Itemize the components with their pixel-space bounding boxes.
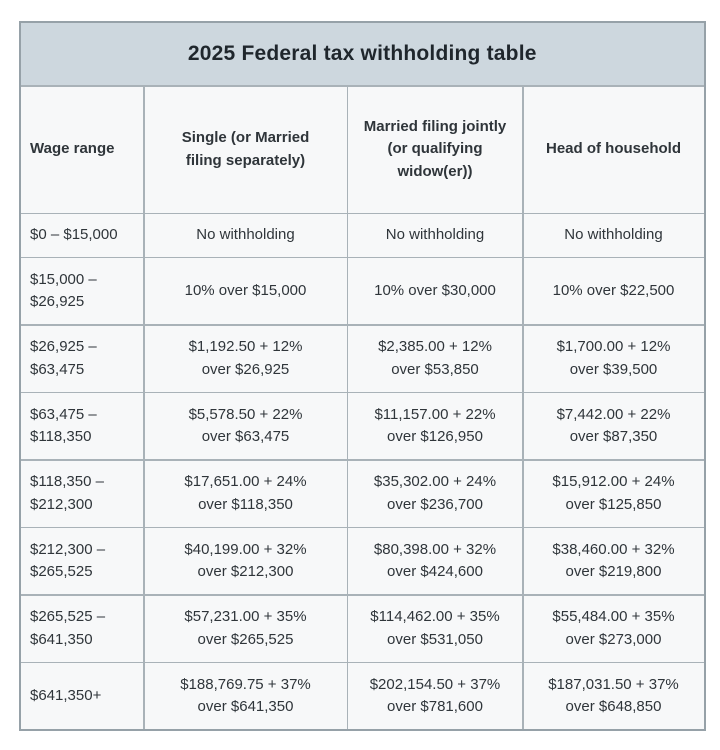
column-header-married-jointly: Married filing jointly (or qualifying wi… [348, 86, 522, 213]
wage-range-cell: $118,350 – $212,300 [21, 460, 143, 527]
married-jointly-cell: $11,157.00 + 22% over $126,950 [348, 393, 522, 459]
single-cell: $17,651.00 + 24% over $118,350 [144, 460, 347, 527]
head-of-household-cell: $38,460.00 + 32% over $219,800 [523, 528, 704, 594]
table-title: 2025 Federal tax withholding table [21, 23, 704, 85]
married-jointly-cell: $114,462.00 + 35% over $531,050 [348, 595, 522, 662]
single-cell: $40,199.00 + 32% over $212,300 [144, 528, 347, 594]
column-header-head-of-household: Head of household [523, 86, 704, 213]
wage-range-cell: $26,925 – $63,475 [21, 325, 143, 392]
married-jointly-cell: $80,398.00 + 32% over $424,600 [348, 528, 522, 594]
married-jointly-cell: No withholding [348, 214, 522, 257]
single-cell: $57,231.00 + 35% over $265,525 [144, 595, 347, 662]
wage-range-cell: $212,300 – $265,525 [21, 528, 143, 594]
married-jointly-cell: $2,385.00 + 12% over $53,850 [348, 325, 522, 392]
head-of-household-cell: $7,442.00 + 22% over $87,350 [523, 393, 704, 459]
single-cell: 10% over $15,000 [144, 258, 347, 324]
married-jointly-cell: $202,154.50 + 37% over $781,600 [348, 663, 522, 729]
wage-range-cell: $265,525 – $641,350 [21, 595, 143, 662]
wage-range-cell: $15,000 – $26,925 [21, 258, 143, 324]
head-of-household-cell: No withholding [523, 214, 704, 257]
head-of-household-cell: $55,484.00 + 35% over $273,000 [523, 595, 704, 662]
single-cell: $1,192.50 + 12% over $26,925 [144, 325, 347, 392]
federal-tax-withholding-table: 2025 Federal tax withholding table Wage … [19, 21, 706, 731]
single-cell: No withholding [144, 214, 347, 257]
head-of-household-cell: $1,700.00 + 12% over $39,500 [523, 325, 704, 392]
head-of-household-cell: $187,031.50 + 37% over $648,850 [523, 663, 704, 729]
married-jointly-cell: 10% over $30,000 [348, 258, 522, 324]
wage-range-cell: $0 – $15,000 [21, 214, 143, 257]
wage-range-cell: $641,350+ [21, 663, 143, 729]
married-jointly-cell: $35,302.00 + 24% over $236,700 [348, 460, 522, 527]
column-header-wage-range: Wage range [21, 86, 143, 213]
column-header-single: Single (or Married filing separately) [144, 86, 347, 213]
head-of-household-cell: $15,912.00 + 24% over $125,850 [523, 460, 704, 527]
head-of-household-cell: 10% over $22,500 [523, 258, 704, 324]
single-cell: $5,578.50 + 22% over $63,475 [144, 393, 347, 459]
single-cell: $188,769.75 + 37% over $641,350 [144, 663, 347, 729]
wage-range-cell: $63,475 – $118,350 [21, 393, 143, 459]
